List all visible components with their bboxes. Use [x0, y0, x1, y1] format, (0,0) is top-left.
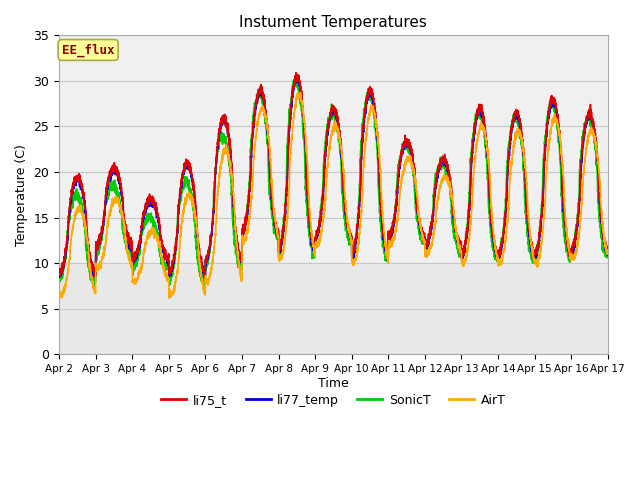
li75_t	[488, 220, 495, 226]
li77_temp	[488, 222, 495, 228]
li75_t	[604, 245, 612, 251]
SonicT	[55, 276, 63, 282]
Line: li77_temp: li77_temp	[59, 74, 608, 277]
AirT	[457, 248, 465, 253]
SonicT	[154, 234, 162, 240]
Y-axis label: Temperature (C): Temperature (C)	[15, 144, 28, 246]
li77_temp	[604, 249, 612, 255]
SonicT	[91, 284, 99, 289]
SonicT	[313, 232, 321, 238]
li75_t	[457, 241, 465, 247]
AirT	[426, 246, 434, 252]
li77_temp	[313, 233, 321, 239]
li75_t	[426, 230, 434, 236]
li77_temp	[604, 249, 611, 255]
li77_temp	[456, 240, 464, 246]
AirT	[165, 295, 173, 301]
Legend: li75_t, li77_temp, SonicT, AirT: li75_t, li77_temp, SonicT, AirT	[157, 389, 510, 412]
SonicT	[604, 253, 611, 259]
X-axis label: Time: Time	[318, 377, 349, 390]
SonicT	[488, 239, 495, 245]
li77_temp	[293, 71, 301, 77]
SonicT	[604, 251, 612, 256]
AirT	[488, 211, 495, 216]
AirT	[296, 89, 304, 95]
Title: Instument Temperatures: Instument Temperatures	[239, 15, 428, 30]
li77_temp	[154, 212, 161, 217]
AirT	[604, 250, 611, 256]
SonicT	[293, 72, 301, 78]
li75_t	[292, 70, 300, 75]
li75_t	[604, 247, 611, 252]
AirT	[55, 290, 63, 296]
li75_t	[154, 213, 161, 219]
li75_t	[313, 231, 321, 237]
li75_t	[200, 274, 208, 280]
AirT	[154, 239, 161, 244]
li77_temp	[55, 275, 63, 280]
SonicT	[426, 233, 434, 239]
Line: SonicT: SonicT	[59, 75, 608, 287]
Text: EE_flux: EE_flux	[62, 43, 115, 57]
Bar	[59, 36, 608, 263]
AirT	[604, 251, 612, 256]
li75_t	[55, 265, 63, 271]
Line: AirT: AirT	[59, 92, 608, 298]
SonicT	[457, 244, 465, 250]
Line: li75_t: li75_t	[59, 72, 608, 277]
li77_temp	[426, 230, 434, 236]
AirT	[313, 244, 321, 250]
